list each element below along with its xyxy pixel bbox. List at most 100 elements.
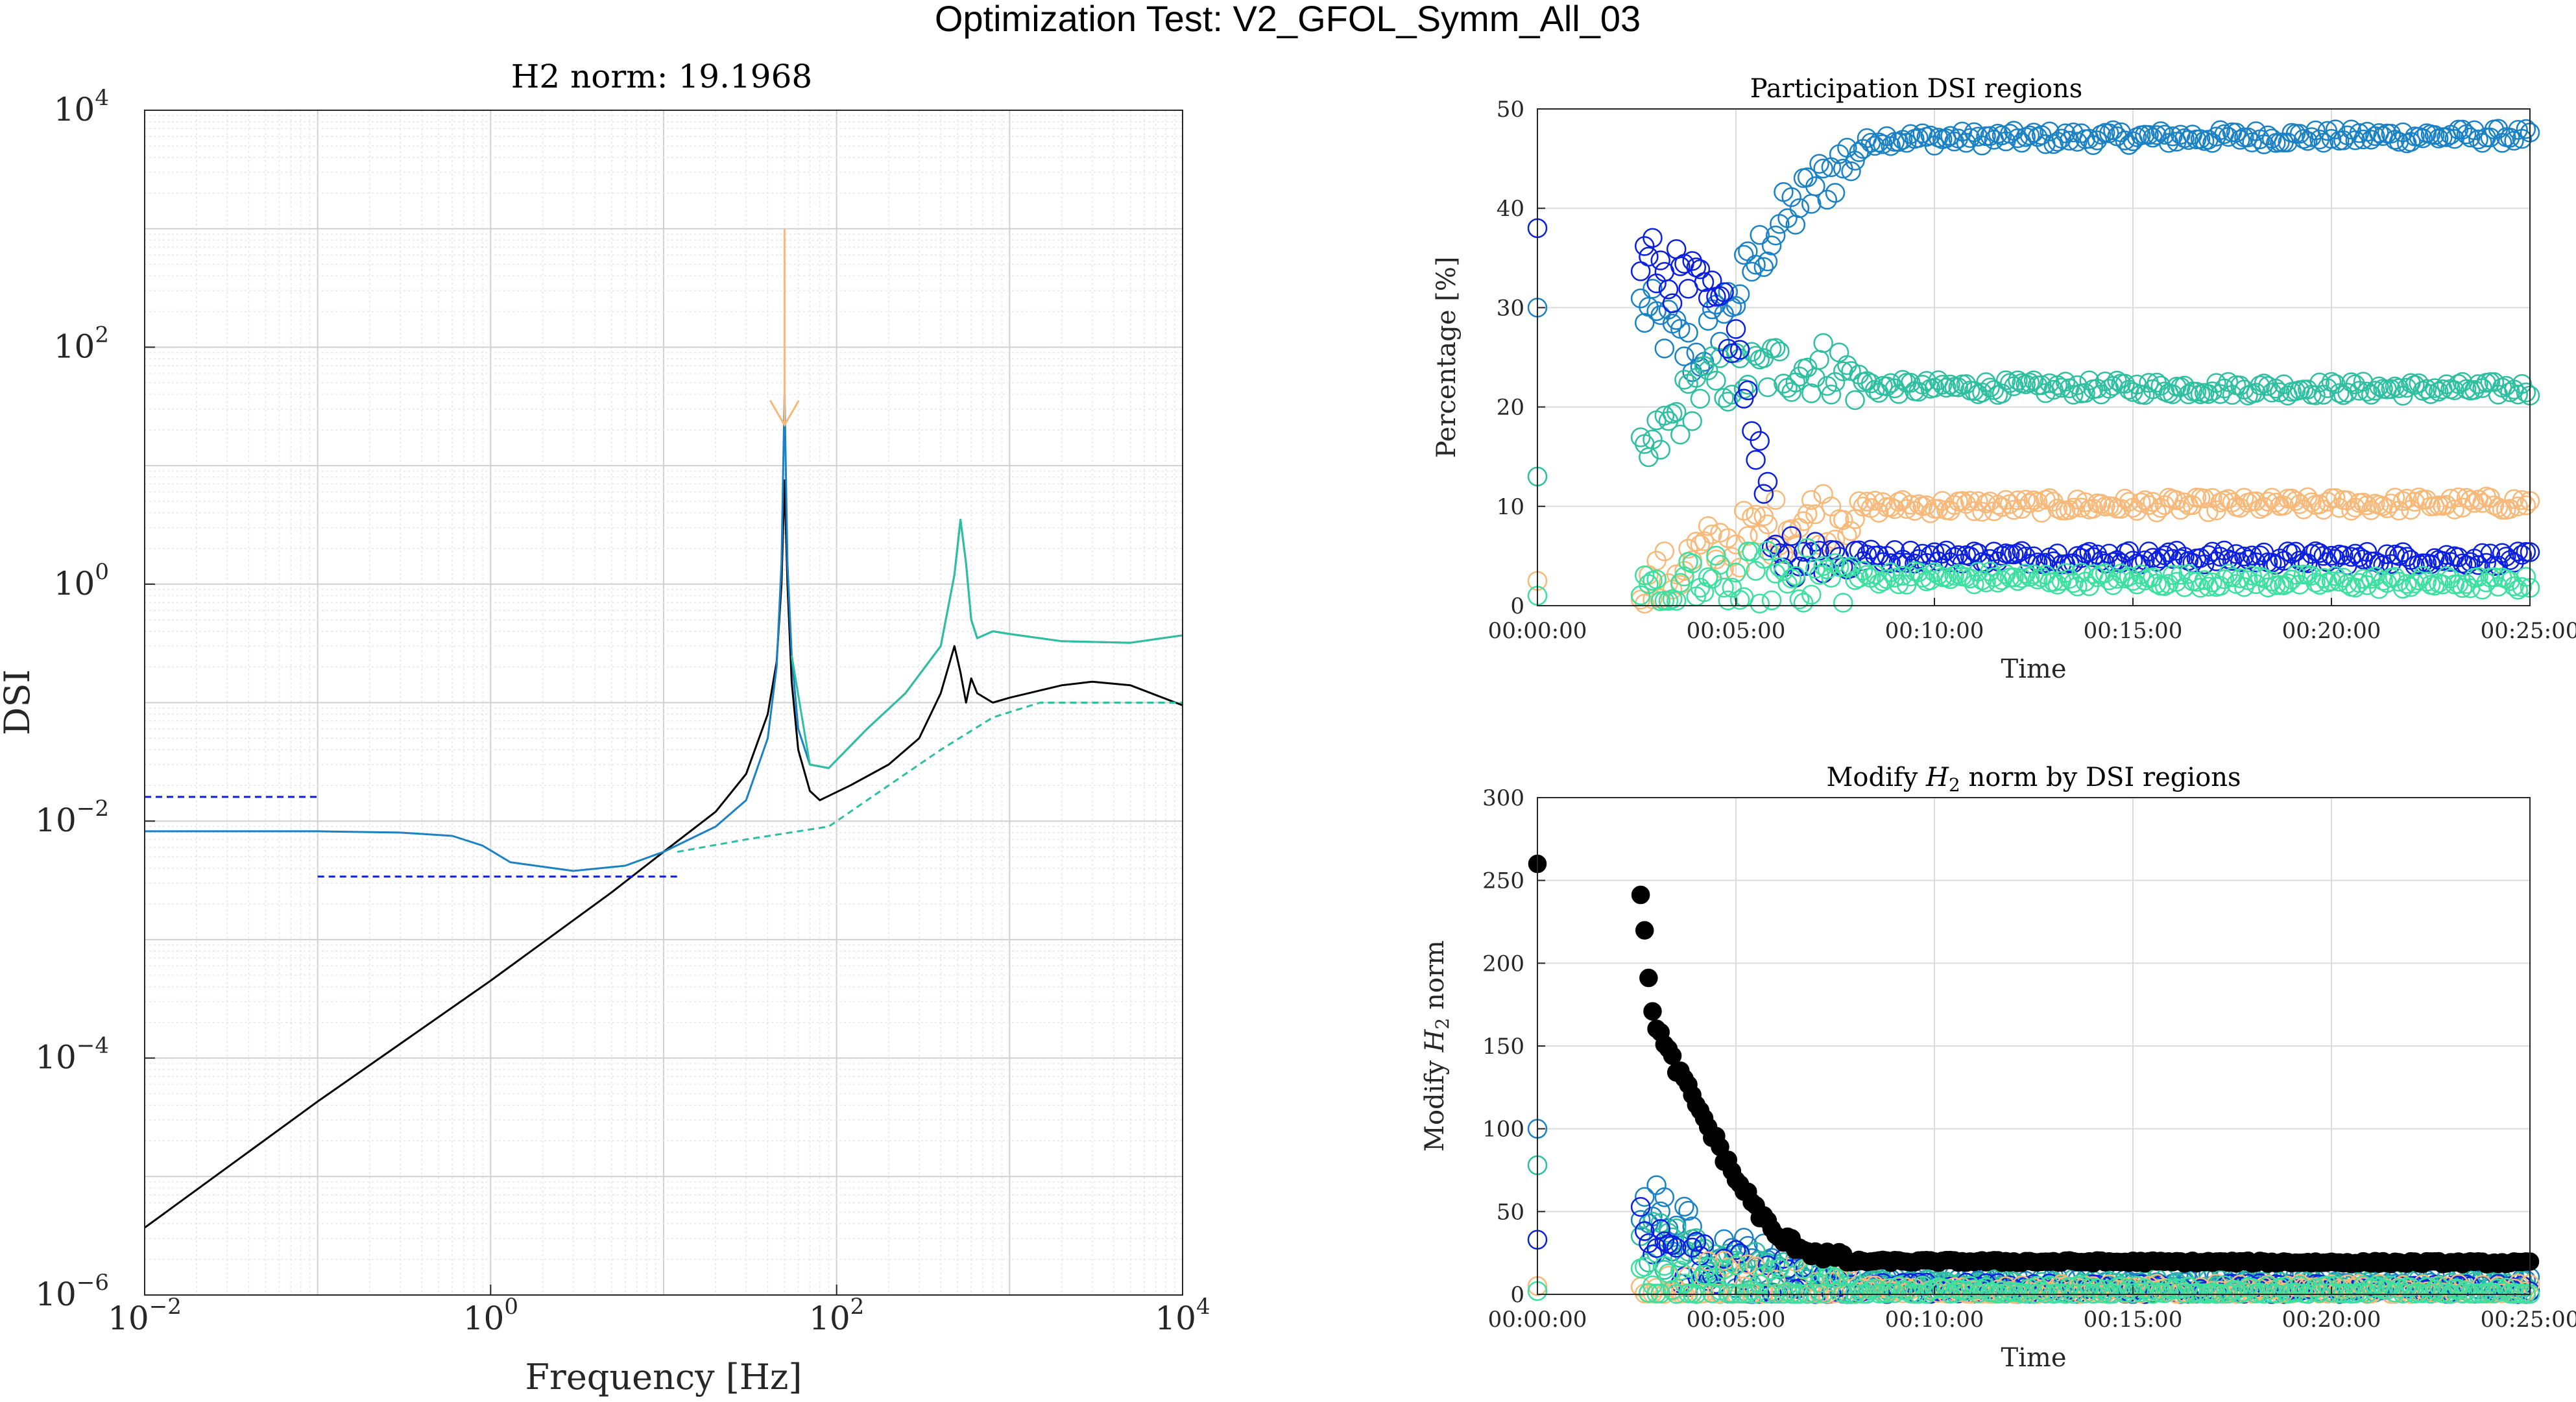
dsi-title: H2 norm: 19.1968 — [511, 58, 812, 95]
part-point — [2186, 571, 2207, 592]
mod-point — [2115, 1283, 2136, 1303]
part-point — [1960, 568, 1980, 589]
part-xtick-label: 00:00:00 — [1488, 618, 1587, 644]
part-point — [1738, 380, 1758, 401]
part-point — [1924, 542, 1945, 562]
part-point — [2357, 495, 2377, 516]
modify-ylabel: Modify H2 norm — [1420, 940, 1453, 1152]
part-point — [1757, 514, 1778, 534]
part-point — [2305, 385, 2326, 405]
part-point — [1662, 589, 1683, 609]
modify-title: Modify H2 norm by DSI regions — [1826, 763, 2241, 796]
part-point — [2365, 381, 2385, 401]
part-point — [1797, 538, 1818, 558]
part-point — [1678, 374, 1698, 394]
part-point — [1841, 161, 1861, 182]
part-point — [1714, 577, 1734, 598]
part-point — [2051, 128, 2072, 149]
part-point — [2079, 370, 2099, 390]
part-point — [2139, 495, 2159, 516]
mod-point — [1877, 1283, 1897, 1303]
mod-point — [1718, 1257, 1739, 1277]
dsi-series-line-0 — [144, 479, 1183, 1229]
mod-point — [2075, 1283, 2095, 1303]
part-point — [1992, 125, 2012, 146]
mod-point — [1995, 1283, 2016, 1303]
part-point — [1729, 589, 1750, 610]
part-point — [1817, 189, 1838, 210]
part-point — [2464, 380, 2485, 400]
part-point — [1833, 510, 1853, 530]
part-point — [1956, 132, 1977, 153]
part-point — [2103, 375, 2123, 396]
part-point — [1643, 228, 1663, 248]
part-point — [2130, 492, 2151, 513]
part-point — [2468, 555, 2488, 575]
part-point — [1976, 372, 1996, 392]
part-point — [1774, 561, 1794, 581]
part-point — [2302, 492, 2322, 512]
part-point — [2000, 373, 2020, 393]
modify-title-suffix: norm by DSI regions — [1960, 763, 2241, 792]
part-point — [1932, 375, 1953, 395]
dsi-axes: H2 norm: 19.1968 10−2 100 102 10410−610−410… — [0, 58, 1210, 1397]
part-point — [2099, 570, 2119, 591]
part-point — [1793, 593, 1814, 613]
mod-point — [1714, 1259, 1734, 1279]
part-point — [1821, 385, 1842, 405]
part-point — [1980, 377, 2000, 398]
part-point — [1777, 573, 1798, 594]
part-point — [2405, 573, 2425, 593]
part-point — [1888, 384, 1909, 404]
dsi-xtick-label: 102 — [809, 1294, 864, 1337]
part-point — [2111, 499, 2131, 519]
part-point — [1968, 126, 1988, 147]
part-point — [2214, 569, 2235, 589]
part-point — [1825, 183, 1846, 203]
part-point — [2023, 123, 2044, 143]
mod-point — [1805, 1283, 1825, 1304]
part-point — [2321, 571, 2342, 591]
part-point — [1765, 338, 1786, 358]
part-point — [2329, 383, 2350, 403]
part-point — [2174, 492, 2195, 513]
mod-point — [1634, 1257, 1655, 1277]
mod-point — [1646, 1238, 1667, 1258]
part-point — [2027, 492, 2048, 512]
part-point — [2433, 127, 2453, 147]
part-point — [1690, 388, 1711, 409]
part-point — [1770, 557, 1790, 577]
dsi-ytick-label: 10−6 — [35, 1270, 109, 1313]
part-point — [1841, 521, 1861, 541]
part-point — [2190, 129, 2211, 149]
part-point — [2087, 130, 2108, 150]
mod-point — [1631, 885, 1650, 905]
part-point — [1892, 565, 1913, 586]
part-point — [2266, 492, 2286, 513]
part-ytick-label: 30 — [1497, 295, 1524, 321]
part-ytick-label: 20 — [1497, 395, 1524, 421]
part-point — [2139, 373, 2159, 393]
part-point — [1825, 553, 1846, 573]
mod-point — [1666, 1237, 1687, 1258]
mod-point — [1797, 1283, 1818, 1304]
mod-point — [1964, 1279, 1984, 1300]
part-point — [2051, 377, 2072, 398]
part-point — [1896, 499, 1917, 519]
part-point — [2059, 569, 2080, 589]
part-point — [2198, 576, 2219, 597]
part-point — [2147, 125, 2167, 145]
part-point — [2071, 497, 2091, 517]
part-point — [1710, 554, 1730, 575]
mod-point — [1956, 1281, 1977, 1301]
mod-point — [1757, 1283, 1778, 1303]
part-ytick-label: 40 — [1497, 196, 1524, 222]
mod-point — [1662, 1279, 1683, 1300]
part-point — [2289, 494, 2310, 514]
mod-point — [1702, 1283, 1722, 1303]
mod-ytick-label: 150 — [1482, 1034, 1524, 1060]
modify-ylabel-sub: 2 — [1432, 1018, 1453, 1030]
mod-point — [2305, 1278, 2326, 1298]
part-point — [2397, 377, 2417, 398]
mod-point — [1686, 1231, 1707, 1252]
